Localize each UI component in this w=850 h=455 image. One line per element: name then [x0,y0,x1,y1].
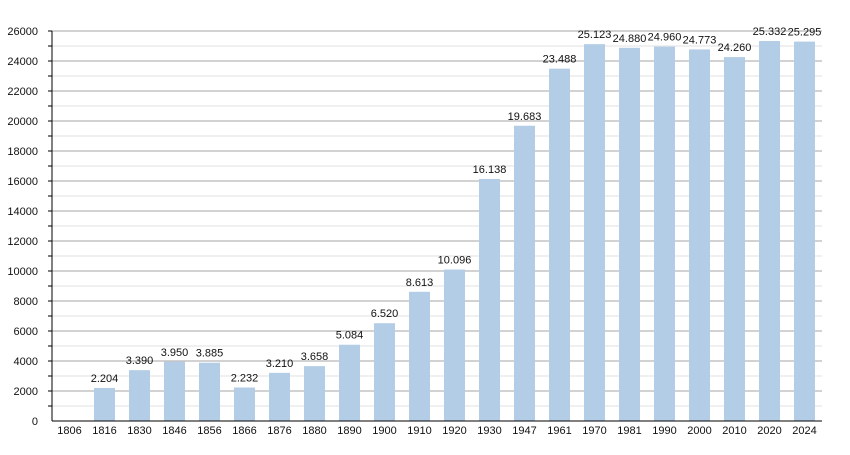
y-tick-label: 14000 [7,206,38,218]
bar [689,49,710,421]
data-label: 23.488 [543,54,577,66]
data-label: 3.210 [266,358,294,370]
x-tick-label: 1806 [57,425,81,437]
x-tick-label: 1961 [547,425,571,437]
bar [724,57,745,421]
data-label: 19.683 [508,111,542,123]
y-tick-label: 12000 [7,236,38,248]
y-tick-label: 0 [32,416,38,428]
data-label: 24.960 [648,32,682,44]
y-tick-label: 6000 [14,326,38,338]
data-label: 25.295 [788,27,822,39]
data-label: 10.096 [438,255,472,267]
bar [409,291,430,421]
bar [444,269,465,421]
x-tick-label: 2020 [757,425,781,437]
data-label: 25.123 [578,29,612,41]
bar [269,372,290,421]
x-tick-label: 1866 [232,425,256,437]
x-tick-label: 1930 [477,425,501,437]
x-tick-label: 1816 [92,425,116,437]
data-label: 25.332 [753,26,787,38]
y-tick-label: 10000 [7,266,38,278]
data-label: 6.520 [371,308,399,320]
x-tick-label: 1947 [512,425,536,437]
data-label: 2.204 [91,373,119,385]
x-tick-label: 1830 [127,425,151,437]
y-tick-label: 8000 [14,296,38,308]
x-tick-label: 1890 [337,425,361,437]
data-label: 5.084 [336,330,364,342]
data-label: 2.232 [231,373,259,385]
x-tick-label: 1900 [372,425,396,437]
bar [479,178,500,421]
data-label: 3.950 [161,347,189,359]
x-tick-label: 1846 [162,425,186,437]
bar [129,370,150,421]
y-tick-label: 2000 [14,386,38,398]
bar [654,46,675,421]
data-label: 8.613 [406,277,434,289]
x-tick-label: 2024 [792,425,816,437]
bar [514,125,535,421]
bar [234,387,255,421]
bar [549,68,570,422]
x-tick-label: 1981 [617,425,641,437]
x-tick-label: 1970 [582,425,606,437]
bar [759,41,780,422]
x-tick-label: 1876 [267,425,291,437]
bar [94,387,115,421]
data-label: 24.773 [683,34,717,46]
data-label: 3.658 [301,351,329,363]
data-label: 3.885 [196,348,224,360]
y-tick-label: 24000 [7,56,38,68]
data-label: 3.390 [126,355,154,367]
bar [374,323,395,421]
bar [164,361,185,421]
bar [304,366,325,421]
bar [584,44,605,421]
y-tick-label: 16000 [7,176,38,188]
y-tick-label: 20000 [7,116,38,128]
x-tick-label: 2000 [687,425,711,437]
data-label: 24.260 [718,42,752,54]
x-tick-label: 1880 [302,425,326,437]
x-tick-label: 1910 [407,425,431,437]
x-tick-label: 1990 [652,425,676,437]
bar [794,41,815,421]
x-tick-label: 1920 [442,425,466,437]
data-label: 16.138 [473,164,507,176]
bar [339,344,360,421]
y-tick-label: 4000 [14,356,38,368]
bar [199,362,220,421]
y-tick-label: 26000 [7,26,38,38]
x-tick-label: 1856 [197,425,221,437]
data-label: 24.880 [613,33,647,45]
bar [619,47,640,422]
y-tick-label: 22000 [7,86,38,98]
y-tick-label: 18000 [7,146,38,158]
x-tick-label: 2010 [722,425,746,437]
